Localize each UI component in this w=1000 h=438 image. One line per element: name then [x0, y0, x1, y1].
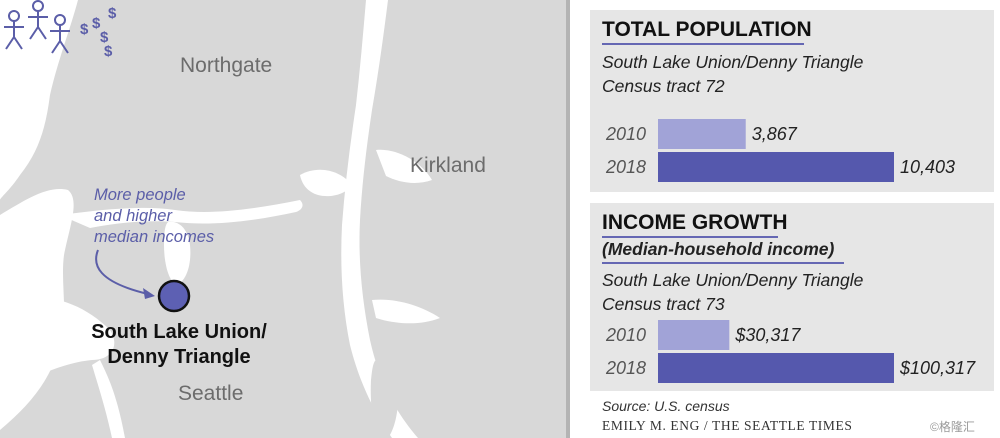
dollar-sign-icon: $	[92, 15, 101, 32]
marker-label-line: Denny Triangle	[107, 346, 251, 368]
marker-label-line: South Lake Union/	[91, 321, 267, 343]
bar-2010	[658, 119, 746, 149]
slu-location-marker	[157, 279, 191, 313]
union-bay-water	[300, 169, 352, 197]
seattle-label: Seattle	[178, 382, 244, 405]
meydenbauer-bay-water	[372, 299, 440, 324]
population-subtitle-line2: Census tract 72	[602, 76, 725, 96]
bar-2018	[658, 152, 894, 182]
person-icon	[50, 14, 70, 54]
dollar-sign-icon: $	[108, 5, 117, 22]
elliott-bay-water	[0, 296, 115, 395]
population-title: TOTAL POPULATION	[602, 18, 812, 41]
year-label: 2018	[605, 157, 646, 177]
income-subtitle-line2: Census tract 73	[602, 294, 725, 314]
watermark: ©格隆汇	[930, 420, 975, 434]
population-panel: TOTAL POPULATION South Lake Union/Denny …	[590, 10, 994, 192]
kirkland-bay-water	[376, 149, 432, 183]
value-label: $30,317	[734, 325, 801, 345]
value-label: $100,317	[899, 358, 976, 378]
dollar-sign-icon: $	[100, 29, 109, 46]
growth-note: More people and higher median incomes	[94, 185, 254, 248]
bar-2010	[658, 320, 730, 350]
note-line: More people	[94, 186, 186, 204]
subtitle-underline	[602, 262, 844, 264]
income-panel: INCOME GROWTH (Median-household income) …	[590, 203, 994, 391]
source-note: Source: U.S. census	[602, 398, 730, 414]
title-underline	[602, 43, 804, 45]
ship-canal-water	[60, 200, 303, 228]
divider	[566, 0, 570, 438]
population-bar-chart: 2010 3,867 2018 10,403	[605, 119, 955, 182]
income-subtitle-line1: South Lake Union/Denny Triangle	[602, 270, 864, 290]
note-line: median incomes	[94, 228, 215, 246]
lake-washington-water	[341, 0, 418, 438]
northgate-label: Northgate	[180, 54, 273, 77]
year-label: 2018	[605, 358, 646, 378]
income-title: INCOME GROWTH	[602, 211, 788, 234]
title-underline	[602, 236, 778, 238]
person-icon	[28, 0, 48, 40]
lake-union-water	[164, 221, 191, 285]
duwamish-water	[92, 360, 125, 438]
income-bar-chart: 2010 $30,317 2018 $100,317	[605, 320, 976, 383]
value-label: 3,867	[752, 124, 798, 144]
year-label: 2010	[605, 124, 646, 144]
mercer-island	[370, 359, 399, 438]
arrow-head	[143, 288, 155, 299]
income-subtitle: (Median-household income)	[602, 239, 835, 259]
credit-line: EMILY M. ENG / THE SEATTLE TIMES	[602, 418, 853, 433]
map-water-shapes	[0, 0, 440, 438]
note-line: and higher	[94, 207, 172, 225]
slu-marker-label: South Lake Union/ Denny Triangle	[84, 320, 274, 370]
value-label: 10,403	[900, 157, 955, 177]
kirkland-label: Kirkland	[410, 154, 486, 177]
dollar-sign-icon: $	[80, 21, 89, 38]
map: Northgate Kirkland Seattle	[0, 0, 566, 438]
bar-2018	[658, 353, 894, 383]
person-icon	[4, 10, 24, 50]
population-subtitle-line1: South Lake Union/Denny Triangle	[602, 52, 864, 72]
people-and-dollars-icon: $ $ $ $ $	[4, 0, 117, 60]
dollar-sign-icon: $	[104, 43, 113, 60]
year-label: 2010	[605, 325, 646, 345]
arrow-curve	[95, 249, 149, 295]
